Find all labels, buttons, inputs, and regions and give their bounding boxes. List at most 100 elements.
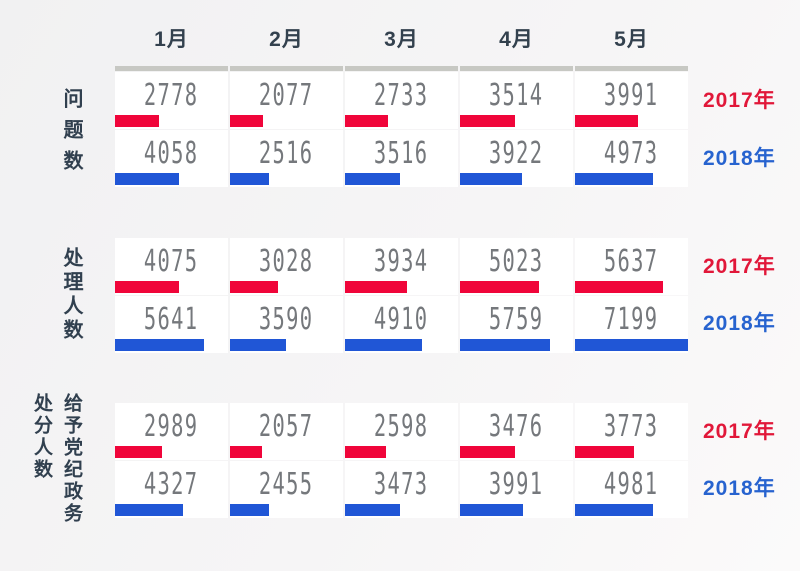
bar-2018: [345, 339, 423, 351]
data-cell: 3934: [345, 238, 458, 295]
bar-2018: [230, 173, 270, 185]
data-cell: 2455: [230, 461, 343, 518]
bar-2017: [575, 281, 664, 293]
axis-bar: [230, 66, 343, 71]
legend-2018: 2018年: [703, 147, 776, 170]
bar-2018: [575, 504, 654, 516]
bar-2018: [575, 173, 654, 185]
value-label: 3476: [489, 408, 544, 444]
data-cell: 2733: [345, 72, 458, 129]
month-label-4: 4月: [499, 28, 534, 51]
value-label: 2989: [144, 408, 199, 444]
axis-bar-row: [115, 66, 688, 71]
value-label: 4075: [144, 243, 199, 279]
data-cell: 3922: [460, 130, 573, 187]
data-cell: 4327: [115, 461, 228, 518]
bar-2017: [230, 281, 278, 293]
value-label: 5759: [489, 301, 544, 337]
data-cell: 2077: [230, 72, 343, 129]
value-label: 3934: [374, 243, 429, 279]
data-cell: 3590: [230, 296, 343, 353]
value-label: 3991: [604, 77, 659, 113]
data-cell: 2989: [115, 403, 228, 460]
data-cell: 4981: [575, 461, 688, 518]
value-label: 2733: [374, 77, 429, 113]
value-label: 2598: [374, 408, 429, 444]
data-cell: 4973: [575, 130, 688, 187]
axis-bar: [460, 66, 573, 71]
data-cell: 2057: [230, 403, 343, 460]
bar-2017: [345, 446, 386, 458]
value-label: 2778: [144, 77, 199, 113]
bar-2018: [230, 504, 269, 516]
month-label-1: 1月: [154, 28, 189, 51]
value-label: 4973: [604, 135, 659, 171]
data-cell: 5759: [460, 296, 573, 353]
data-cell: 2598: [345, 403, 458, 460]
data-cell: 5637: [575, 238, 688, 295]
data-cell: 3473: [345, 461, 458, 518]
value-label: 5641: [144, 301, 199, 337]
value-label: 3514: [489, 77, 544, 113]
value-label: 4981: [604, 466, 659, 502]
data-cell: 3516: [345, 130, 458, 187]
month-header-row: 1月 2月 3月 4月 5月: [115, 28, 688, 52]
bar-2017: [460, 281, 539, 293]
bar-2017: [575, 115, 638, 127]
value-label: 4327: [144, 466, 199, 502]
value-label: 4910: [374, 301, 429, 337]
value-label: 5637: [604, 243, 659, 279]
bar-2017: [115, 115, 159, 127]
section-title-punished: 处分人数: [31, 393, 52, 481]
legend-2018: 2018年: [703, 312, 776, 335]
bar-2017: [230, 115, 263, 127]
bar-2018: [460, 173, 522, 185]
bar-2017: [345, 281, 407, 293]
bar-2018: [115, 173, 179, 185]
value-label: 2057: [259, 408, 314, 444]
month-label-3: 3月: [384, 28, 419, 51]
value-label: 2516: [259, 135, 314, 171]
legend-2018: 2018年: [703, 477, 776, 500]
section-problems-grid: 2778 2077 2733 3514 3991 4058 2516 3516 …: [115, 72, 688, 187]
value-label: 5023: [489, 243, 544, 279]
bar-2017: [230, 446, 263, 458]
data-cell: 3773: [575, 403, 688, 460]
axis-bar: [115, 66, 228, 71]
data-cell: 3991: [460, 461, 573, 518]
data-cell: 3476: [460, 403, 573, 460]
bar-2018: [575, 339, 688, 351]
data-cell: 2778: [115, 72, 228, 129]
data-cell: 3028: [230, 238, 343, 295]
axis-bar: [345, 66, 458, 71]
legend-2017: 2017年: [703, 255, 776, 278]
month-label-5: 5月: [614, 28, 649, 51]
bar-2018: [345, 173, 401, 185]
legend-2017: 2017年: [703, 89, 776, 112]
bar-2017: [115, 281, 179, 293]
bar-2018: [345, 504, 400, 516]
section-title-handled: 处理人数: [60, 247, 82, 343]
value-label: 2455: [259, 466, 314, 502]
value-label: 3773: [604, 408, 659, 444]
section-handled-grid: 4075 3028 3934 5023 5637 5641 3590 4910 …: [115, 238, 688, 353]
bar-2017: [345, 115, 388, 127]
bar-2018: [460, 339, 551, 351]
data-cell: 2516: [230, 130, 343, 187]
bar-2018: [230, 339, 287, 351]
value-label: 3590: [259, 301, 314, 337]
value-label: 3991: [489, 466, 544, 502]
value-label: 3028: [259, 243, 314, 279]
section-title-problems: 问题数: [60, 88, 82, 181]
value-label: 3516: [374, 135, 429, 171]
bar-2017: [575, 446, 635, 458]
data-cell: 4075: [115, 238, 228, 295]
data-cell: 7199: [575, 296, 688, 353]
value-label: 7199: [604, 301, 659, 337]
bar-2018: [460, 504, 523, 516]
section-punished-grid: 2989 2057 2598 3476 3773 4327 2455 3473 …: [115, 403, 688, 518]
bar-2018: [115, 504, 183, 516]
data-cell: 3991: [575, 72, 688, 129]
bar-2017: [115, 446, 162, 458]
value-label: 4058: [144, 135, 199, 171]
